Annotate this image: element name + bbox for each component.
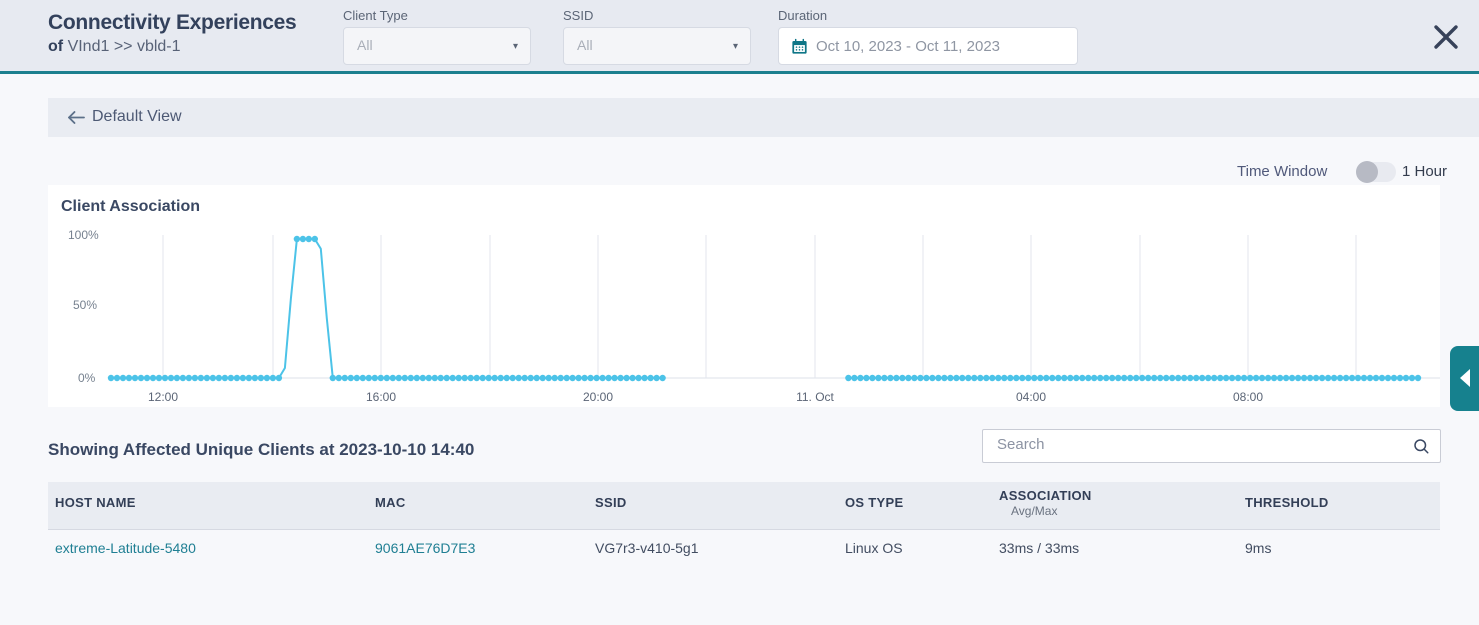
svg-text:20:00: 20:00 (583, 390, 613, 404)
svg-text:08:00: 08:00 (1233, 390, 1263, 404)
svg-text:12:00: 12:00 (148, 390, 178, 404)
svg-text:100%: 100% (68, 228, 99, 242)
svg-text:04:00: 04:00 (1016, 390, 1046, 404)
svg-text:0%: 0% (78, 371, 96, 385)
svg-text:16:00: 16:00 (366, 390, 396, 404)
svg-text:50%: 50% (73, 298, 97, 312)
svg-text:11. Oct: 11. Oct (796, 390, 834, 404)
